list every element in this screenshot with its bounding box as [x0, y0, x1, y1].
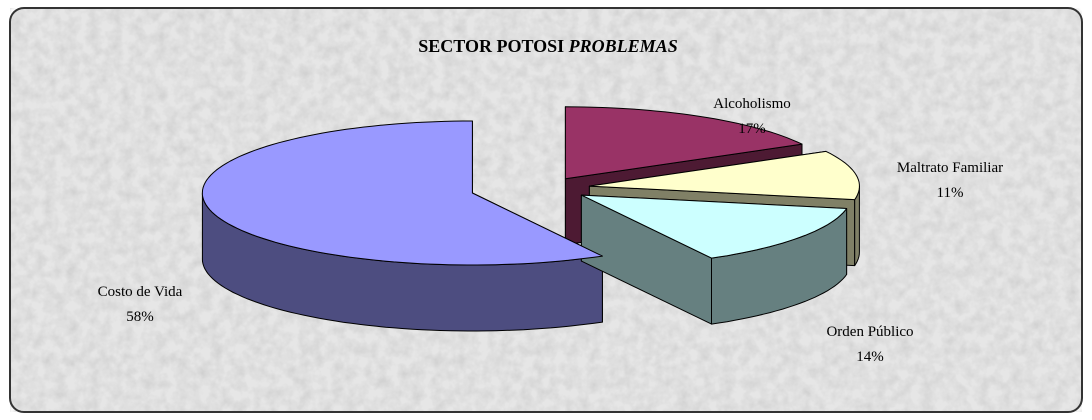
slice-label: Maltrato Familiar: [897, 160, 1003, 176]
chart-border: [9, 7, 1083, 413]
slice-value-label: 14%: [856, 349, 884, 365]
chart-title: SECTOR POTOSI PROBLEMAS: [418, 36, 677, 56]
slice-top: [564, 106, 803, 180]
slice-label: Alcoholismo: [713, 96, 791, 112]
slice-top: [580, 194, 848, 259]
title-emphasis: PROBLEMAS: [568, 36, 678, 56]
slice-top: [588, 150, 860, 201]
title-main: SECTOR POTOSI: [418, 36, 564, 56]
slice-label: Orden Público: [826, 324, 913, 340]
slice-label: Costo de Vida: [98, 284, 183, 300]
slice-value-label: 17%: [738, 121, 766, 137]
texture: [10, 8, 1082, 412]
pie: [201, 106, 860, 332]
slice-value-label: 58%: [126, 309, 154, 325]
slice-value-label: 11%: [937, 185, 964, 201]
slice-top: [201, 120, 603, 266]
